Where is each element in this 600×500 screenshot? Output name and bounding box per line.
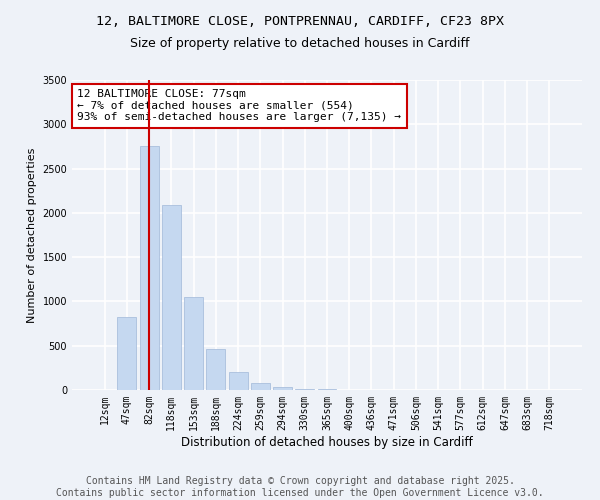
Bar (273, 387, 292, 390)
Bar (206, 350, 225, 390)
Bar (184, 297, 203, 390)
Bar (251, 383, 270, 390)
Text: Size of property relative to detached houses in Cardiff: Size of property relative to detached ho… (130, 38, 470, 51)
Bar (118, 318, 136, 390)
Bar (295, 388, 314, 390)
Bar (140, 146, 158, 390)
Text: 12 BALTIMORE CLOSE: 77sqm
← 7% of detached houses are smaller (554)
93% of semi-: 12 BALTIMORE CLOSE: 77sqm ← 7% of detach… (77, 90, 401, 122)
Text: Contains HM Land Registry data © Crown copyright and database right 2025.
Contai: Contains HM Land Registry data © Crown c… (56, 476, 544, 498)
Bar (229, 372, 248, 390)
X-axis label: Distribution of detached houses by size in Cardiff: Distribution of detached houses by size … (181, 436, 473, 448)
Y-axis label: Number of detached properties: Number of detached properties (27, 148, 37, 322)
Bar (162, 205, 181, 390)
Text: 12, BALTIMORE CLOSE, PONTPRENNAU, CARDIFF, CF23 8PX: 12, BALTIMORE CLOSE, PONTPRENNAU, CARDIF… (96, 15, 504, 28)
